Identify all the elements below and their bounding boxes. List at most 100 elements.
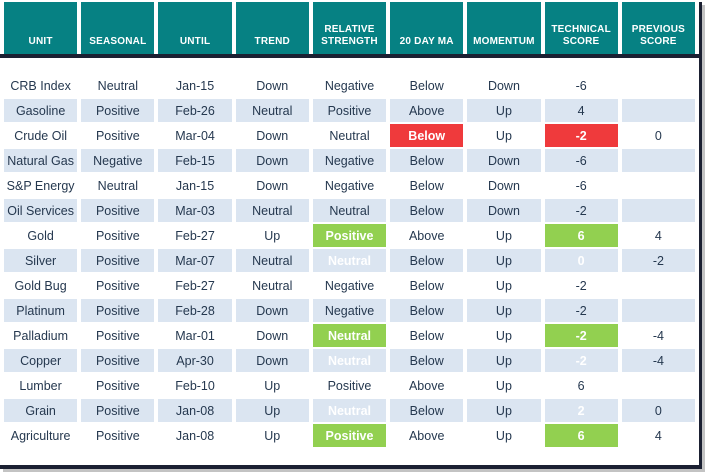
cell-seasonal: Positive xyxy=(81,124,155,147)
table-row-gasoline: Gasoline Positive Feb-26 Neutral Positiv… xyxy=(4,99,695,122)
cell-previous-score xyxy=(621,374,695,397)
header-row: UNIT SEASONAL UNTIL TREND RELATIVE STREN… xyxy=(4,2,695,54)
column-header-seasonal: SEASONAL xyxy=(81,2,155,54)
cell-previous-score xyxy=(621,299,695,322)
cell-momentum: Up xyxy=(467,274,541,297)
table-row-copper: Copper Positive Apr-30 Down Neutral Belo… xyxy=(4,349,695,372)
cell-relative-strength: Positive xyxy=(312,424,387,447)
cell-previous-score xyxy=(621,99,695,122)
cell-momentum: Up xyxy=(467,224,541,247)
cell-unit: Silver xyxy=(4,249,78,272)
cell-unit: Platinum xyxy=(4,299,78,322)
cell-until: Feb-28 xyxy=(158,299,232,322)
cell-technical-score: 4 xyxy=(544,99,618,122)
cell-trend: Neutral xyxy=(235,99,309,122)
cell-20day-ma: Above xyxy=(390,374,464,397)
cell-previous-score xyxy=(621,174,695,197)
cell-trend: Neutral xyxy=(235,274,309,297)
cell-trend: Down xyxy=(235,299,309,322)
cell-technical-score: -2 xyxy=(544,324,618,347)
cell-20day-ma: Above xyxy=(390,99,464,122)
cell-trend: Up xyxy=(235,374,309,397)
column-header-20-day-ma: 20 DAY MA xyxy=(390,2,464,54)
table-row-grain: Grain Positive Jan-08 Up Neutral Below U… xyxy=(4,399,695,422)
table-body: CRB Index Neutral Jan-15 Down Negative B… xyxy=(0,58,699,449)
column-header-momentum: MOMENTUM xyxy=(467,2,541,54)
cell-until: Jan-08 xyxy=(158,424,232,447)
column-header-technical-score: TECHNICAL SCORE xyxy=(544,2,618,54)
cell-momentum: Down xyxy=(467,174,541,197)
cell-20day-ma: Below xyxy=(390,399,464,422)
bottom-spacer xyxy=(0,449,699,465)
cell-20day-ma: Below xyxy=(390,124,464,147)
cell-until: Mar-07 xyxy=(158,249,232,272)
cell-seasonal: Negative xyxy=(81,149,155,172)
cell-previous-score: 0 xyxy=(621,124,695,147)
cell-seasonal: Neutral xyxy=(81,174,155,197)
cell-technical-score: -6 xyxy=(544,74,618,97)
cell-seasonal: Positive xyxy=(81,99,155,122)
table-row-natural-gas: Natural Gas Negative Feb-15 Down Negativ… xyxy=(4,149,695,172)
cell-technical-score: 6 xyxy=(544,374,618,397)
cell-relative-strength: Negative xyxy=(312,149,387,172)
cell-previous-score xyxy=(621,74,695,97)
table-frame: UNIT SEASONAL UNTIL TREND RELATIVE STREN… xyxy=(0,2,702,469)
cell-unit: Gasoline xyxy=(4,99,78,122)
cell-relative-strength: Negative xyxy=(312,299,387,322)
cell-unit: S&P Energy xyxy=(4,174,78,197)
cell-seasonal: Positive xyxy=(81,274,155,297)
cell-unit: Crude Oil xyxy=(4,124,78,147)
column-header-trend: TREND xyxy=(235,2,309,54)
cell-previous-score: -4 xyxy=(621,324,695,347)
cell-20day-ma: Below xyxy=(390,174,464,197)
cell-trend: Down xyxy=(235,324,309,347)
cell-previous-score: 4 xyxy=(621,424,695,447)
cell-technical-score: -6 xyxy=(544,174,618,197)
cell-20day-ma: Below xyxy=(390,299,464,322)
table-row-palladium: Palladium Positive Mar-01 Down Neutral B… xyxy=(4,324,695,347)
cell-momentum: Up xyxy=(467,299,541,322)
cell-relative-strength: Neutral xyxy=(312,249,387,272)
cell-relative-strength: Positive xyxy=(312,374,387,397)
cell-trend: Down xyxy=(235,174,309,197)
cell-seasonal: Positive xyxy=(81,324,155,347)
cell-trend: Down xyxy=(235,74,309,97)
cell-technical-score: 6 xyxy=(544,424,618,447)
column-header-previous-score: PREVIOUS SCORE xyxy=(621,2,695,54)
table-row-crb-index: CRB Index Neutral Jan-15 Down Negative B… xyxy=(4,74,695,97)
table-row-crude-oil: Crude Oil Positive Mar-04 Down Neutral B… xyxy=(4,124,695,147)
table-header: UNIT SEASONAL UNTIL TREND RELATIVE STREN… xyxy=(0,2,699,54)
cell-trend: Up xyxy=(235,224,309,247)
cell-relative-strength: Neutral xyxy=(312,124,387,147)
cell-momentum: Up xyxy=(467,99,541,122)
cell-unit: Copper xyxy=(4,349,78,372)
cell-seasonal: Positive xyxy=(81,249,155,272)
cell-20day-ma: Below xyxy=(390,149,464,172)
cell-previous-score xyxy=(621,274,695,297)
cell-momentum: Up xyxy=(467,249,541,272)
cell-relative-strength: Neutral xyxy=(312,399,387,422)
cell-relative-strength: Neutral xyxy=(312,199,387,222)
table-row-gold: Gold Positive Feb-27 Up Positive Above U… xyxy=(4,224,695,247)
cell-momentum: Up xyxy=(467,399,541,422)
cell-until: Mar-03 xyxy=(158,199,232,222)
cell-technical-score: -2 xyxy=(544,299,618,322)
cell-until: Feb-10 xyxy=(158,374,232,397)
cell-20day-ma: Above xyxy=(390,424,464,447)
cell-technical-score: -2 xyxy=(544,199,618,222)
spacer-row xyxy=(4,60,695,72)
cell-seasonal: Positive xyxy=(81,224,155,247)
cell-relative-strength: Negative xyxy=(312,74,387,97)
cell-unit: CRB Index xyxy=(4,74,78,97)
cell-relative-strength: Negative xyxy=(312,174,387,197)
cell-until: Mar-01 xyxy=(158,324,232,347)
column-header-relative-strength: RELATIVE STRENGTH xyxy=(312,2,387,54)
cell-previous-score: 0 xyxy=(621,399,695,422)
column-header-unit: UNIT xyxy=(4,2,78,54)
cell-momentum: Down xyxy=(467,199,541,222)
cell-until: Feb-15 xyxy=(158,149,232,172)
cell-seasonal: Positive xyxy=(81,299,155,322)
cell-20day-ma: Below xyxy=(390,349,464,372)
cell-seasonal: Positive xyxy=(81,399,155,422)
